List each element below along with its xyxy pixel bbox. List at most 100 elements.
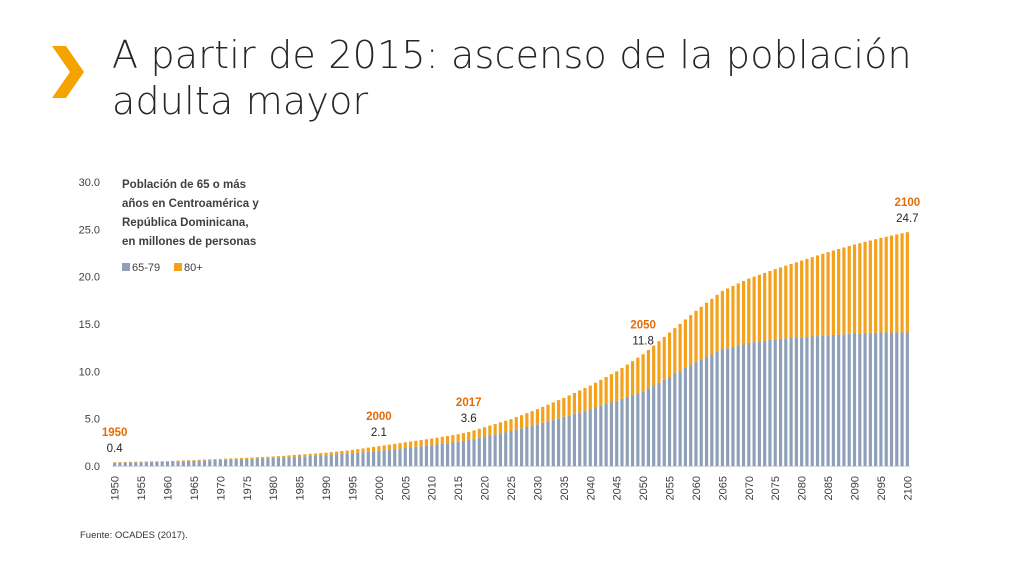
bar-80-plus-2051 bbox=[646, 349, 650, 389]
x-tick-label: 2100 bbox=[902, 476, 914, 500]
x-tick-label: 2050 bbox=[638, 476, 650, 500]
bar-65-79-1986 bbox=[303, 456, 307, 466]
bar-80-plus-1983 bbox=[287, 455, 291, 458]
bar-80-plus-2079 bbox=[794, 262, 798, 338]
bar-80-plus-2072 bbox=[757, 274, 761, 342]
bar-80-plus-2043 bbox=[604, 377, 608, 405]
bar-80-plus-2077 bbox=[784, 265, 788, 339]
bar-80-plus-1967 bbox=[202, 459, 207, 461]
bar-80-plus-1974 bbox=[239, 457, 244, 460]
bar-65-79-2018 bbox=[472, 438, 476, 466]
bar-80-plus-2044 bbox=[609, 374, 613, 403]
bar-65-79-1966 bbox=[197, 460, 201, 466]
bar-80-plus-2068 bbox=[736, 283, 740, 346]
bar-80-plus-2090 bbox=[852, 244, 857, 334]
bar-80-plus-1977 bbox=[255, 457, 259, 459]
annotations: 1950 0.4 2000 2.1 2017 3.6 2050 11.8 2100 24.7 bbox=[102, 197, 920, 455]
bar-80-plus-1996 bbox=[356, 449, 360, 453]
bar-80-plus-1995 bbox=[350, 449, 355, 454]
bar-80-plus-2048 bbox=[630, 361, 635, 395]
bar-80-plus-1986 bbox=[303, 454, 307, 457]
bar-65-79-2041 bbox=[593, 407, 598, 466]
bar-65-79-2052 bbox=[652, 385, 656, 466]
bar-65-79-2011 bbox=[435, 444, 439, 466]
bar-80-plus-2002 bbox=[387, 444, 392, 450]
bar-80-plus-1970 bbox=[218, 458, 222, 460]
bar-80-plus-1957 bbox=[150, 461, 154, 463]
bar-65-79-2076 bbox=[778, 338, 783, 466]
bar-80-plus-2045 bbox=[615, 371, 619, 401]
bar-65-79-2005 bbox=[403, 448, 407, 466]
bar-80-plus-2015 bbox=[456, 434, 460, 442]
bar-65-79-1964 bbox=[187, 460, 191, 466]
bar-65-79-1987 bbox=[308, 455, 312, 466]
y-tick-label: 25.0 bbox=[79, 224, 100, 236]
bar-80-plus-2087 bbox=[837, 249, 841, 335]
bar-65-79-1994 bbox=[345, 453, 349, 466]
bar-65-79-2070 bbox=[747, 342, 751, 466]
bar-65-79-2083 bbox=[815, 336, 820, 466]
bar-65-79-2000 bbox=[377, 450, 381, 466]
bar-65-79-2032 bbox=[546, 421, 550, 466]
bar-80-plus-2058 bbox=[683, 319, 687, 368]
bar-65-79-2044 bbox=[609, 402, 613, 466]
bar-80-plus-2000 bbox=[377, 446, 381, 451]
x-tick-label: 2015 bbox=[453, 476, 465, 500]
bar-65-79-1969 bbox=[213, 460, 217, 466]
x-tick-label: 2075 bbox=[770, 476, 782, 500]
bar-80-plus-1969 bbox=[213, 459, 217, 461]
bar-80-plus-2064 bbox=[715, 294, 719, 353]
bar-65-79-2086 bbox=[831, 334, 835, 466]
legend-swatch bbox=[122, 263, 130, 271]
x-tick-label: 1960 bbox=[162, 476, 174, 500]
bar-80-plus-2022 bbox=[493, 423, 497, 435]
bar-80-plus-2059 bbox=[689, 315, 693, 365]
bar-80-plus-2093 bbox=[868, 240, 872, 333]
x-tick-label: 2005 bbox=[400, 476, 412, 500]
bar-65-79-2100 bbox=[905, 332, 909, 466]
x-tick-label: 1965 bbox=[189, 476, 201, 500]
bar-80-plus-2097 bbox=[889, 235, 894, 333]
bar-65-79-2053 bbox=[657, 382, 661, 466]
bar-65-79-2045 bbox=[615, 400, 619, 466]
bars-group bbox=[113, 232, 909, 466]
bar-65-79-2063 bbox=[710, 354, 714, 466]
bar-65-79-2085 bbox=[826, 335, 830, 466]
bar-65-79-1997 bbox=[361, 452, 365, 466]
bar-65-79-1984 bbox=[292, 456, 296, 466]
bar-80-plus-2085 bbox=[826, 252, 830, 336]
chevron-shape bbox=[52, 46, 84, 98]
bar-80-plus-1981 bbox=[276, 456, 281, 458]
bar-80-plus-2035 bbox=[562, 397, 566, 417]
bar-80-plus-2021 bbox=[488, 425, 492, 436]
bar-65-79-2004 bbox=[398, 448, 402, 466]
bar-80-plus-2053 bbox=[657, 341, 661, 383]
bar-80-plus-2037 bbox=[572, 392, 576, 414]
bar-65-79-2071 bbox=[752, 342, 756, 466]
bar-80-plus-2008 bbox=[419, 440, 423, 447]
bar-80-plus-2005 bbox=[403, 442, 407, 449]
bar-65-79-2036 bbox=[567, 415, 571, 466]
annotation-value: 0.4 bbox=[107, 443, 124, 455]
bar-80-plus-1963 bbox=[181, 460, 185, 462]
bar-80-plus-1968 bbox=[208, 459, 212, 461]
annotation-year: 1950 bbox=[102, 427, 128, 439]
bar-65-79-1967 bbox=[202, 460, 207, 466]
x-tick-label: 1975 bbox=[242, 476, 254, 500]
bar-80-plus-1961 bbox=[171, 460, 175, 462]
bar-65-79-2016 bbox=[461, 440, 466, 466]
stacked-bar-chart: 0.05.010.015.020.025.030.0 1950 1955 1960 1… bbox=[79, 177, 921, 500]
bar-80-plus-2065 bbox=[720, 290, 724, 350]
bar-80-plus-1979 bbox=[266, 456, 270, 459]
bar-80-plus-1965 bbox=[192, 460, 196, 461]
x-tick-label: 2035 bbox=[559, 476, 571, 500]
bar-65-79-2064 bbox=[715, 352, 719, 466]
bar-65-79-2010 bbox=[430, 445, 434, 466]
bar-65-79-1965 bbox=[192, 460, 196, 466]
bar-80-plus-2075 bbox=[773, 269, 777, 340]
bar-65-79-2091 bbox=[858, 333, 862, 466]
y-tick-label: 0.0 bbox=[85, 461, 100, 473]
bar-80-plus-1971 bbox=[224, 458, 228, 460]
bar-65-79-1988 bbox=[313, 455, 318, 466]
bar-65-79-1953 bbox=[128, 462, 133, 466]
